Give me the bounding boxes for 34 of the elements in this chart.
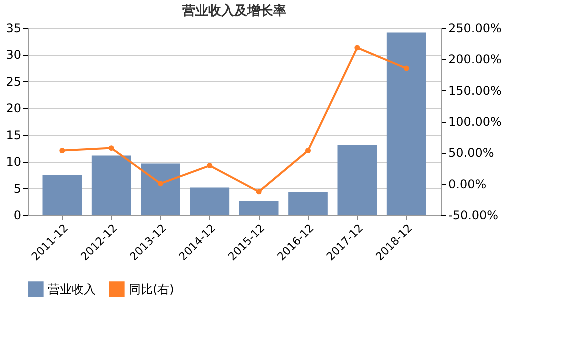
y2-tick-label: 0.00%	[448, 177, 487, 192]
point	[354, 45, 360, 51]
legend-label: 营业收入	[48, 282, 96, 296]
bar	[386, 32, 426, 215]
point	[256, 189, 262, 195]
y-tick-label: 25	[6, 74, 22, 89]
y2-tick-label: 250.00%	[448, 22, 502, 36]
y-tick-label: 0	[14, 208, 22, 222]
point	[60, 148, 66, 154]
y2-tick-label: 150.00%	[448, 84, 502, 98]
y-tick-label: 5	[14, 182, 22, 196]
chart-title: 营业收入及增长率	[182, 3, 286, 19]
y-tick-label: 15	[6, 128, 22, 142]
point	[108, 146, 114, 152]
y-tick-label: 30	[6, 48, 22, 62]
bar	[190, 188, 230, 215]
bar	[141, 164, 180, 215]
bar	[338, 145, 378, 215]
y2-tick-label: 200.00%	[448, 52, 502, 67]
y-tick-label: 35	[6, 22, 22, 36]
y2-tick-label: -50.00%	[448, 208, 499, 222]
y-tick-label: 20	[6, 102, 22, 116]
y-tick-label: 10	[6, 155, 22, 170]
bar	[288, 192, 328, 215]
y2-tick-label: 100.00%	[448, 115, 502, 129]
y2-tick-label: 50.00%	[448, 146, 494, 160]
point	[404, 66, 410, 72]
point	[207, 163, 213, 168]
bar	[42, 175, 82, 215]
bar	[92, 156, 132, 215]
bar	[239, 201, 279, 215]
point	[158, 181, 164, 187]
point	[306, 148, 311, 154]
legend-label: 同比(右)	[129, 282, 174, 296]
